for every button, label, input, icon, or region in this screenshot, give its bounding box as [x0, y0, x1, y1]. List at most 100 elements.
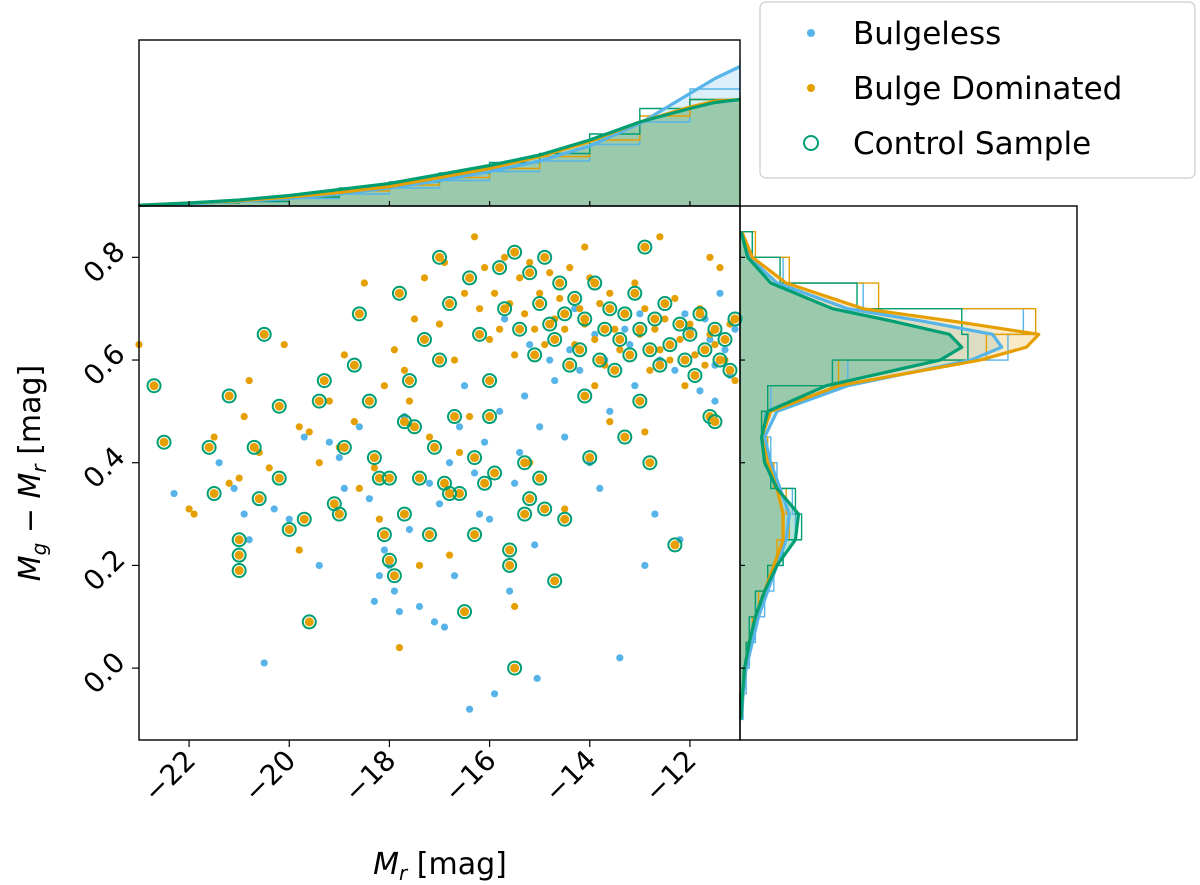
scatter-point-control-sample: [502, 542, 518, 558]
scatter-point-bulgeless: [501, 315, 509, 323]
scatter-point-control-sample: [557, 306, 573, 322]
scatter-point-control-fill: [339, 442, 349, 452]
scatter-point-control-fill: [510, 247, 520, 257]
scatter-point-control-sample: [346, 357, 362, 373]
scatter-point-control-fill: [204, 442, 214, 452]
scatter-point-bulge-dominated: [666, 356, 674, 364]
scatter-point-bulgeless: [450, 572, 459, 580]
scatter-point-control-fill: [625, 350, 635, 360]
scatter-point-bulge-dominated: [190, 510, 198, 518]
scatter-point-control-fill: [445, 489, 455, 499]
scatter-point-bulge-dominated: [305, 428, 313, 436]
scatter-point-control-fill: [610, 365, 620, 375]
right-marginal-histogram: [739, 230, 1041, 721]
scatter-point-control-sample: [311, 393, 327, 409]
scatter-point-bulge-dominated: [561, 505, 569, 513]
scatter-point-control-sample: [617, 306, 633, 322]
scatter-point-control-sample: [652, 357, 668, 373]
scatter-point-bulgeless: [571, 305, 579, 313]
scatter-point-control-fill: [389, 571, 399, 581]
scatter-point-control-fill: [555, 278, 565, 288]
scatter-point-control-fill: [720, 335, 730, 344]
scatter-point-bulgeless: [706, 335, 714, 344]
scatter-point-bulgeless: [475, 510, 484, 518]
scatter-point-control-fill: [384, 555, 394, 565]
scatter-point-bulge-dominated: [676, 335, 684, 344]
scatter-point-bulge-dominated: [435, 320, 444, 328]
scatter-point-control-fill: [475, 329, 485, 339]
scatter-point-control-fill: [490, 468, 500, 478]
scatter-point-control-sample: [256, 326, 272, 342]
scatter-point-control-fill: [384, 473, 394, 483]
scatter-point-bulge-dominated: [490, 289, 499, 297]
scatter-point-bulge-dominated: [651, 325, 659, 333]
scatter-point-control-fill: [209, 489, 219, 499]
scatter-point-control-fill: [645, 458, 655, 468]
scatter-point-bulge-dominated: [245, 376, 253, 385]
scatter-point-bulgeless: [671, 366, 679, 374]
scatter-point-control-sample: [432, 352, 447, 368]
legend-box: [759, 1, 1196, 179]
scatter-point-control-fill: [224, 391, 234, 401]
scatter-point-bulgeless: [506, 587, 514, 595]
scatter-point-control-sample: [231, 563, 247, 579]
scatter-point-control-fill: [570, 293, 580, 303]
scatter-point-control-sample: [547, 332, 563, 347]
scatter-point-bulge-dominated: [240, 412, 248, 421]
scatter-point-control-fill: [495, 263, 505, 273]
scatter-point-control-sample: [592, 352, 608, 368]
scatter-point-control-fill: [319, 376, 329, 386]
scatter-point-control-fill: [304, 617, 314, 627]
scatter-point-control-sample: [281, 521, 297, 537]
right-kde-fill-control-sample: [740, 231, 962, 720]
scatter-point-bulgeless: [641, 561, 649, 570]
scatter-point-bulgeless: [285, 515, 293, 523]
scatter-point-control-fill: [590, 278, 600, 288]
scatter-point-control-sample: [582, 450, 598, 466]
scatter-point-control-fill: [600, 324, 610, 334]
scatter-point-bulgeless: [440, 623, 449, 631]
scatter-point-bulgeless: [716, 289, 724, 297]
scatter-point-control-fill: [429, 442, 439, 452]
scatter-point-bulgeless: [260, 659, 268, 667]
scatter-point-control-fill: [615, 335, 625, 344]
legend-label-bulge-dominated: Bulge Dominated: [853, 71, 1122, 107]
scatter-point-control-sample: [336, 439, 352, 455]
x-tick-label: −18: [337, 744, 402, 809]
scatter-point-bulge-dominated: [325, 397, 333, 405]
scatter-point-bulge-dominated: [370, 464, 378, 472]
scatter-point-bulgeless: [365, 495, 373, 503]
scatter-point-control-sample: [602, 301, 618, 317]
scatter-point-control-sample: [351, 306, 367, 322]
scatter-point-control-sample: [717, 332, 733, 347]
x-tick-label: −12: [638, 744, 703, 809]
x-tick-label: −14: [538, 744, 603, 809]
scatter-point-bulge-dominated: [410, 315, 419, 323]
scatter-point-control-sample: [567, 290, 583, 306]
scatter-point-control-sample: [522, 265, 538, 281]
scatter-point-control-sample: [432, 249, 447, 265]
scatter-point-control-fill: [249, 442, 259, 452]
scatter-point-bulge-dominated: [390, 346, 399, 354]
scatter-point-bulge-dominated: [511, 602, 519, 611]
scatter-point-control-sample: [201, 439, 217, 455]
scatter-point-control-fill: [234, 550, 244, 560]
scatter-point-bulge-dominated: [656, 233, 664, 241]
scatter-point-control-sample: [472, 326, 488, 342]
x-axis-label: Mr [mag]: [373, 847, 507, 885]
scatter-point-bulge-dominated: [631, 279, 639, 287]
scatter-point-control-fill: [505, 545, 515, 555]
scatter-point-control-sample: [542, 316, 558, 332]
scatter-point-control-sample: [642, 455, 658, 471]
scatter-point-control-sample: [517, 455, 533, 471]
legend-marker-control-sample: [803, 135, 819, 151]
scatter-point-bulge-dominated: [265, 464, 273, 472]
scatter-point-control-sample: [637, 239, 653, 255]
scatter-point-control-fill: [585, 453, 595, 463]
scatter-point-control-sample: [607, 362, 623, 378]
scatter-point-bulge-dominated: [591, 382, 599, 390]
scatter-point-bulge-dominated: [521, 310, 529, 318]
scatter-point-control-sample: [396, 414, 412, 430]
right-kde-fill-bulgeless: [740, 231, 1002, 720]
scatter-point-bulgeless: [415, 602, 424, 611]
